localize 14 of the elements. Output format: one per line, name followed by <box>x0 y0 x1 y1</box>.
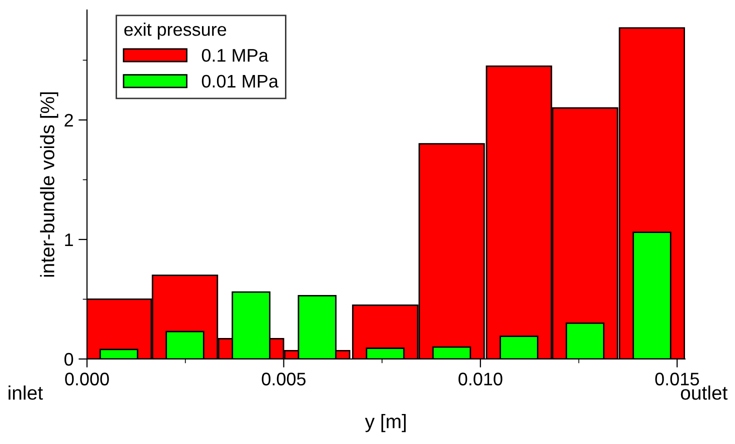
y-axis-title: inter-bundle voids [%] <box>40 92 58 277</box>
legend-title: exit pressure <box>124 22 226 40</box>
legend-label: 0.1 MPa <box>202 48 268 62</box>
y-tick-label: 1 <box>65 234 73 246</box>
y-tick-label: 2 <box>64 114 73 126</box>
x-tick-label: 0.010 <box>458 372 502 386</box>
x-axis-title: y [m] <box>364 414 406 432</box>
x-tick-label: 0.000 <box>65 372 109 386</box>
text: inlet <box>8 386 43 400</box>
text: outlet <box>680 386 728 400</box>
x-tick-label: 0.005 <box>262 372 306 386</box>
x-tick-label: 0.015 <box>655 372 699 386</box>
legend-label: 0.01 MPa <box>202 74 278 88</box>
y-tick-label: 0 <box>64 352 74 366</box>
